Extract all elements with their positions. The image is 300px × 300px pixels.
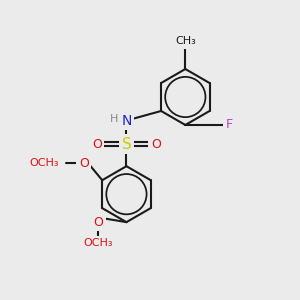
Text: F: F xyxy=(226,118,233,131)
Text: N: N xyxy=(121,114,132,128)
Text: O: O xyxy=(94,216,103,229)
Text: S: S xyxy=(122,136,131,152)
Text: O: O xyxy=(79,157,89,170)
Text: OCH₃: OCH₃ xyxy=(29,158,59,168)
Text: H: H xyxy=(110,114,118,124)
Text: CH₃: CH₃ xyxy=(175,36,196,46)
Text: OCH₃: OCH₃ xyxy=(84,238,113,248)
Text: O: O xyxy=(92,138,102,151)
Text: O: O xyxy=(151,138,161,151)
